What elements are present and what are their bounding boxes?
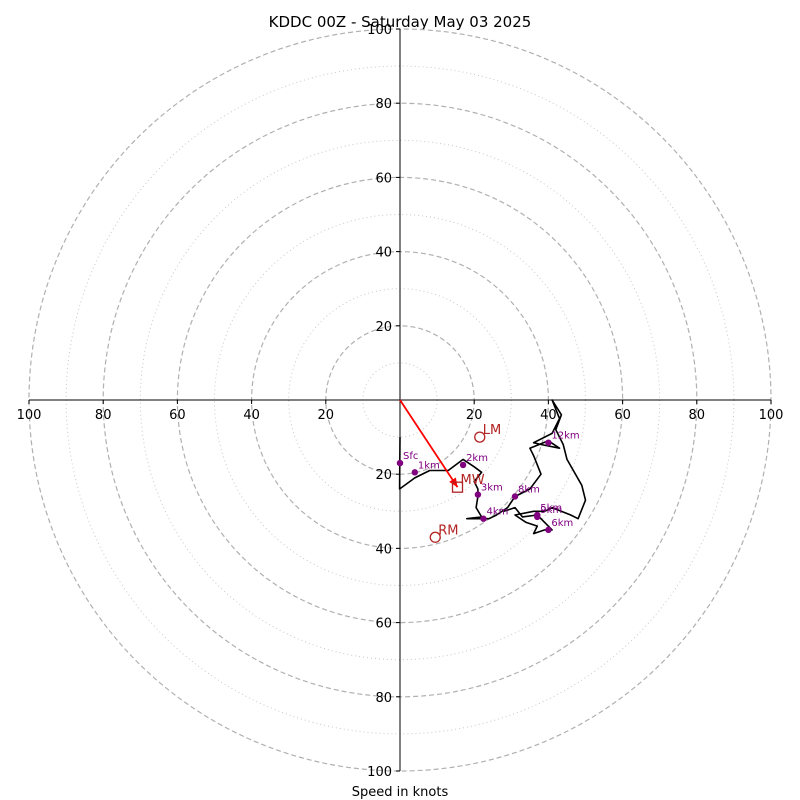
height-label-9km: 9km bbox=[540, 505, 562, 516]
wind-trace bbox=[398, 399, 587, 535]
height-marker-12km bbox=[545, 439, 552, 446]
height-label-4km: 4km bbox=[486, 507, 508, 518]
height-label-6km: 6km bbox=[551, 518, 573, 529]
y-tick-label: 20 bbox=[375, 320, 392, 335]
y-tick-label: 100 bbox=[367, 765, 392, 780]
hodograph-trace-line bbox=[398, 399, 587, 535]
mean-wind-arrow-shaft bbox=[399, 399, 459, 488]
y-tick-label: 60 bbox=[375, 617, 392, 632]
height-marker-4km bbox=[480, 515, 487, 522]
storm-motion-marker-mw bbox=[451, 481, 464, 493]
x-tick-label: 40 bbox=[243, 408, 260, 423]
storm-motion-marker-lm bbox=[474, 431, 486, 443]
height-label-3km: 3km bbox=[481, 483, 503, 494]
height-label-8km: 8km bbox=[518, 484, 540, 495]
x-tick-label: 60 bbox=[169, 408, 186, 423]
height-marker-3km bbox=[474, 491, 482, 498]
height-marker-9km bbox=[534, 513, 541, 521]
y-tick-label: 20 bbox=[375, 468, 392, 483]
y-tick-label: 100 bbox=[367, 23, 392, 38]
storm-motion-marker-rm bbox=[429, 531, 441, 543]
height-label-1km: 1km bbox=[418, 460, 440, 471]
x-tick-label: 20 bbox=[466, 408, 483, 423]
tick-labels: 100 80 60 40 20 20 40 60 80 100 100 80 60 40 20 20 40 60 8… bbox=[17, 23, 784, 780]
x-tick-label: 80 bbox=[689, 408, 706, 423]
storm-motion-label-lm: LM bbox=[483, 423, 501, 438]
x-tick-label: 20 bbox=[318, 408, 335, 423]
height-label-2km: 2km bbox=[466, 453, 488, 464]
x-tick-label: 40 bbox=[540, 408, 557, 423]
y-tick-label: 40 bbox=[375, 542, 392, 557]
height-marker-sfc bbox=[396, 459, 404, 467]
height-label-12km: 12km bbox=[551, 431, 579, 442]
x-tick-label: 80 bbox=[95, 408, 112, 423]
height-label-5km: 5km bbox=[540, 503, 562, 514]
height-marker-6km bbox=[545, 526, 552, 534]
height-label-sfc: Sfc bbox=[403, 451, 418, 462]
height-marker-8km bbox=[511, 493, 519, 500]
y-tick-label: 40 bbox=[375, 246, 392, 261]
height-marker-1km bbox=[411, 469, 419, 476]
storm-motion-label-mw: MW bbox=[461, 473, 485, 488]
storm-motion-label-rm: RM bbox=[438, 523, 458, 538]
x-tick-label: 100 bbox=[17, 408, 42, 423]
height-marker-2km bbox=[459, 461, 467, 469]
chart-title: KDDC 00Z - Saturday May 03 2025 bbox=[269, 13, 532, 31]
y-tick-label: 80 bbox=[375, 97, 392, 112]
x-tick-label: 60 bbox=[614, 408, 631, 423]
y-tick-label: 80 bbox=[375, 691, 392, 706]
storm-motion-markers: LM MW RM bbox=[399, 399, 501, 543]
x-axis-label: Speed in knots bbox=[352, 785, 449, 800]
x-tick-label: 100 bbox=[759, 408, 784, 423]
y-tick-label: 60 bbox=[375, 171, 392, 186]
